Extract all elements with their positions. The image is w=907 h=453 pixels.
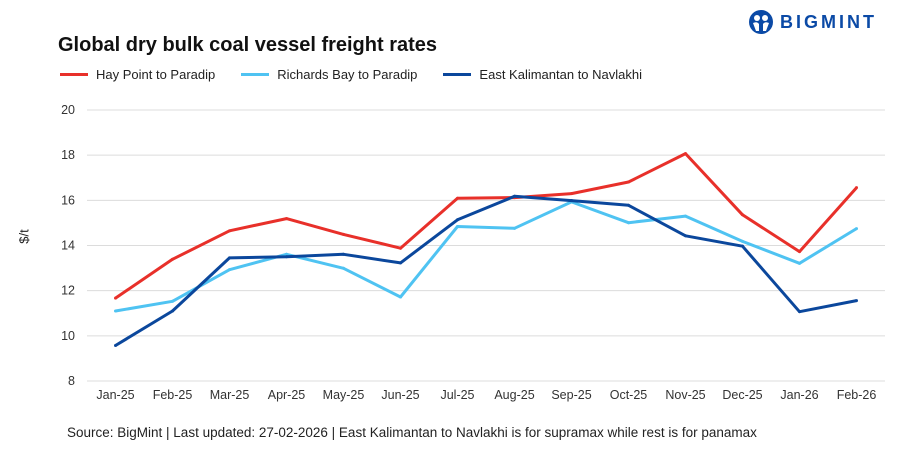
- data-point: [114, 296, 117, 300]
- data-point: [684, 152, 687, 156]
- data-point: [399, 295, 402, 299]
- series-line-2: [114, 194, 857, 347]
- legend-swatch: [241, 73, 270, 76]
- legend-swatch: [443, 73, 472, 76]
- data-point: [684, 214, 687, 218]
- data-point: [570, 192, 573, 196]
- data-point: [855, 227, 858, 231]
- data-point: [228, 268, 231, 272]
- bigmint-logo: BIGMINT: [748, 9, 877, 35]
- legend-item-east-kalimantan: East Kalimantan to Navlakhi: [443, 67, 642, 82]
- legend-label: East Kalimantan to Navlakhi: [479, 67, 643, 82]
- x-tick-label: May-25: [323, 388, 365, 402]
- data-point: [171, 299, 174, 303]
- legend-item-richards-bay: Richards Bay to Paradip: [241, 67, 417, 82]
- y-tick-label: 18: [61, 148, 75, 162]
- data-point: [171, 309, 174, 313]
- data-point: [285, 255, 288, 259]
- data-point: [114, 309, 117, 313]
- logo-text: BIGMINT: [780, 11, 877, 32]
- data-point: [855, 299, 858, 303]
- x-tick-label: Aug-25: [494, 388, 534, 402]
- x-tick-label: Nov-25: [665, 388, 705, 402]
- y-tick-label: 10: [61, 329, 75, 343]
- chart-title: Global dry bulk coal vessel freight rate…: [58, 34, 438, 56]
- data-point: [513, 194, 516, 198]
- y-tick-label: 12: [61, 284, 75, 298]
- x-tick-label: Apr-25: [268, 388, 306, 402]
- data-point: [285, 217, 288, 221]
- x-tick-label: Jun-25: [381, 388, 419, 402]
- data-point: [513, 226, 516, 230]
- data-point: [855, 186, 858, 190]
- data-point: [741, 239, 744, 243]
- data-point: [798, 310, 801, 314]
- legend-swatch: [60, 73, 88, 76]
- x-tick-label: Dec-25: [722, 388, 762, 402]
- data-point: [342, 232, 345, 236]
- y-tick-label: 16: [61, 193, 75, 207]
- data-point: [456, 196, 459, 200]
- data-point: [456, 225, 459, 229]
- data-point: [228, 256, 231, 260]
- source-footnote: Source: BigMint | Last updated: 27-02-20…: [67, 425, 757, 440]
- data-point: [342, 266, 345, 270]
- x-tick-label: Jan-26: [780, 388, 818, 402]
- legend: Hay Point to Paradip Richards Bay to Par…: [60, 67, 642, 82]
- data-point: [627, 203, 630, 207]
- x-tick-label: Feb-25: [153, 388, 193, 402]
- data-point: [627, 221, 630, 225]
- data-point: [570, 199, 573, 203]
- legend-item-hay-point: Hay Point to Paradip: [60, 67, 215, 82]
- x-tick-label: Mar-25: [210, 388, 250, 402]
- data-point: [228, 229, 231, 233]
- data-point: [399, 261, 402, 265]
- data-point: [456, 218, 459, 222]
- data-point: [171, 257, 174, 261]
- x-tick-label: Sep-25: [551, 388, 591, 402]
- data-point: [285, 252, 288, 256]
- data-point: [741, 244, 744, 248]
- data-point: [798, 261, 801, 265]
- y-tick-label: 8: [68, 374, 75, 388]
- data-point: [684, 234, 687, 238]
- y-tick-label: 20: [61, 103, 75, 117]
- data-point: [741, 213, 744, 217]
- series-line-0: [114, 152, 858, 300]
- x-tick-label: Jan-25: [96, 388, 134, 402]
- legend-label: Richards Bay to Paradip: [277, 67, 418, 82]
- bigmint-logo-icon: [749, 10, 773, 34]
- x-tick-label: Feb-26: [837, 388, 877, 402]
- data-point: [798, 250, 801, 254]
- data-point: [627, 180, 630, 184]
- x-tick-label: Jul-25: [440, 388, 474, 402]
- data-point: [342, 252, 345, 256]
- data-point: [399, 246, 402, 250]
- data-point: [114, 344, 117, 348]
- legend-label: Hay Point to Paradip: [96, 67, 216, 82]
- x-tick-label: Oct-25: [610, 388, 648, 402]
- y-tick-label: 14: [61, 239, 75, 253]
- series-line-1: [115, 200, 858, 313]
